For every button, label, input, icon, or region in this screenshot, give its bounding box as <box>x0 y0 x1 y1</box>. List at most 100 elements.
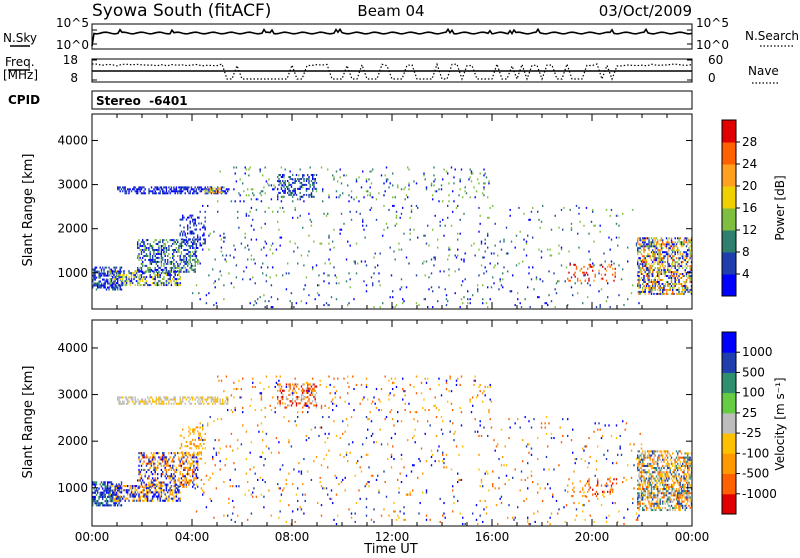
data-cell <box>667 293 668 295</box>
data-cell <box>180 245 181 247</box>
data-cell <box>685 251 686 253</box>
data-cell <box>677 253 678 255</box>
data-cell <box>152 249 153 251</box>
data-cell <box>140 270 141 272</box>
data-cell <box>237 388 238 390</box>
data-cell <box>280 402 281 404</box>
data-cell <box>272 211 273 213</box>
data-cell <box>520 427 521 429</box>
data-cell <box>383 229 384 231</box>
data-cell <box>167 500 168 502</box>
data-cell <box>427 306 428 308</box>
data-cell <box>167 192 168 194</box>
data-cell <box>615 272 616 274</box>
data-cell <box>676 283 677 285</box>
data-cell <box>240 194 241 196</box>
data-cell <box>158 452 159 454</box>
data-cell <box>183 479 184 481</box>
data-cell <box>133 493 134 495</box>
data-cell <box>646 273 647 275</box>
data-cell <box>158 456 159 458</box>
data-cell <box>265 458 266 460</box>
data-cell <box>165 192 166 194</box>
data-cell <box>148 475 149 477</box>
data-cell <box>606 458 607 460</box>
data-cell <box>390 247 391 249</box>
data-cell <box>608 515 609 517</box>
data-cell <box>148 188 149 190</box>
data-cell <box>155 249 156 251</box>
data-cell <box>166 247 167 249</box>
data-cell <box>687 255 688 257</box>
data-cell <box>173 186 174 188</box>
data-cell <box>572 452 573 454</box>
data-cell <box>205 221 206 223</box>
data-cell <box>221 239 222 241</box>
data-cell <box>183 227 184 229</box>
data-cell <box>392 445 393 447</box>
data-cell <box>531 454 532 456</box>
data-cell <box>188 482 189 484</box>
data-cell <box>297 411 298 413</box>
data-cell <box>245 233 246 235</box>
data-cell <box>98 488 99 490</box>
data-cell <box>383 194 384 196</box>
data-cell <box>230 445 231 447</box>
data-cell <box>432 229 433 231</box>
data-cell <box>125 190 126 192</box>
data-cell <box>143 272 144 274</box>
data-cell <box>448 274 449 276</box>
data-cell <box>583 266 584 268</box>
data-cell <box>446 294 447 296</box>
data-cell <box>645 263 646 265</box>
data-cell <box>362 399 363 401</box>
data-cell <box>300 192 301 194</box>
data-cell <box>246 431 247 433</box>
data-cell <box>573 264 574 266</box>
data-cell <box>163 186 164 188</box>
data-cell <box>137 284 138 286</box>
data-cell <box>162 269 163 271</box>
data-cell <box>118 403 119 405</box>
data-cell <box>193 465 194 467</box>
data-cell <box>185 267 186 269</box>
data-cell <box>565 489 566 491</box>
data-cell <box>520 302 521 304</box>
data-cell <box>187 225 188 227</box>
data-cell <box>190 251 191 253</box>
data-cell <box>155 278 156 280</box>
data-cell <box>653 251 654 253</box>
data-cell <box>200 435 201 437</box>
data-cell <box>98 273 99 275</box>
data-cell <box>111 282 112 284</box>
data-cell <box>637 259 638 261</box>
data-cell <box>688 239 689 241</box>
data-cell <box>327 466 328 468</box>
data-cell <box>137 491 138 493</box>
data-cell <box>457 249 458 251</box>
data-cell <box>105 490 106 492</box>
data-cell <box>575 282 576 284</box>
data-cell <box>183 486 184 488</box>
cpid-label: CPID <box>8 93 40 107</box>
data-cell <box>202 494 203 496</box>
data-cell <box>168 475 169 477</box>
data-cell <box>301 178 302 180</box>
data-cell <box>505 483 506 485</box>
data-cell <box>572 429 573 431</box>
data-cell <box>196 245 197 247</box>
data-cell <box>340 437 341 439</box>
data-cell <box>196 461 197 463</box>
data-cell <box>220 468 221 470</box>
data-cell <box>301 390 302 392</box>
data-cell <box>290 176 291 178</box>
data-cell <box>155 477 156 479</box>
data-cell <box>657 257 658 259</box>
data-cell <box>195 251 196 253</box>
data-cell <box>461 259 462 261</box>
data-cell <box>321 407 322 409</box>
data-cell <box>130 485 131 487</box>
data-cell <box>295 178 296 180</box>
data-cell <box>601 437 602 439</box>
data-cell <box>335 392 336 394</box>
